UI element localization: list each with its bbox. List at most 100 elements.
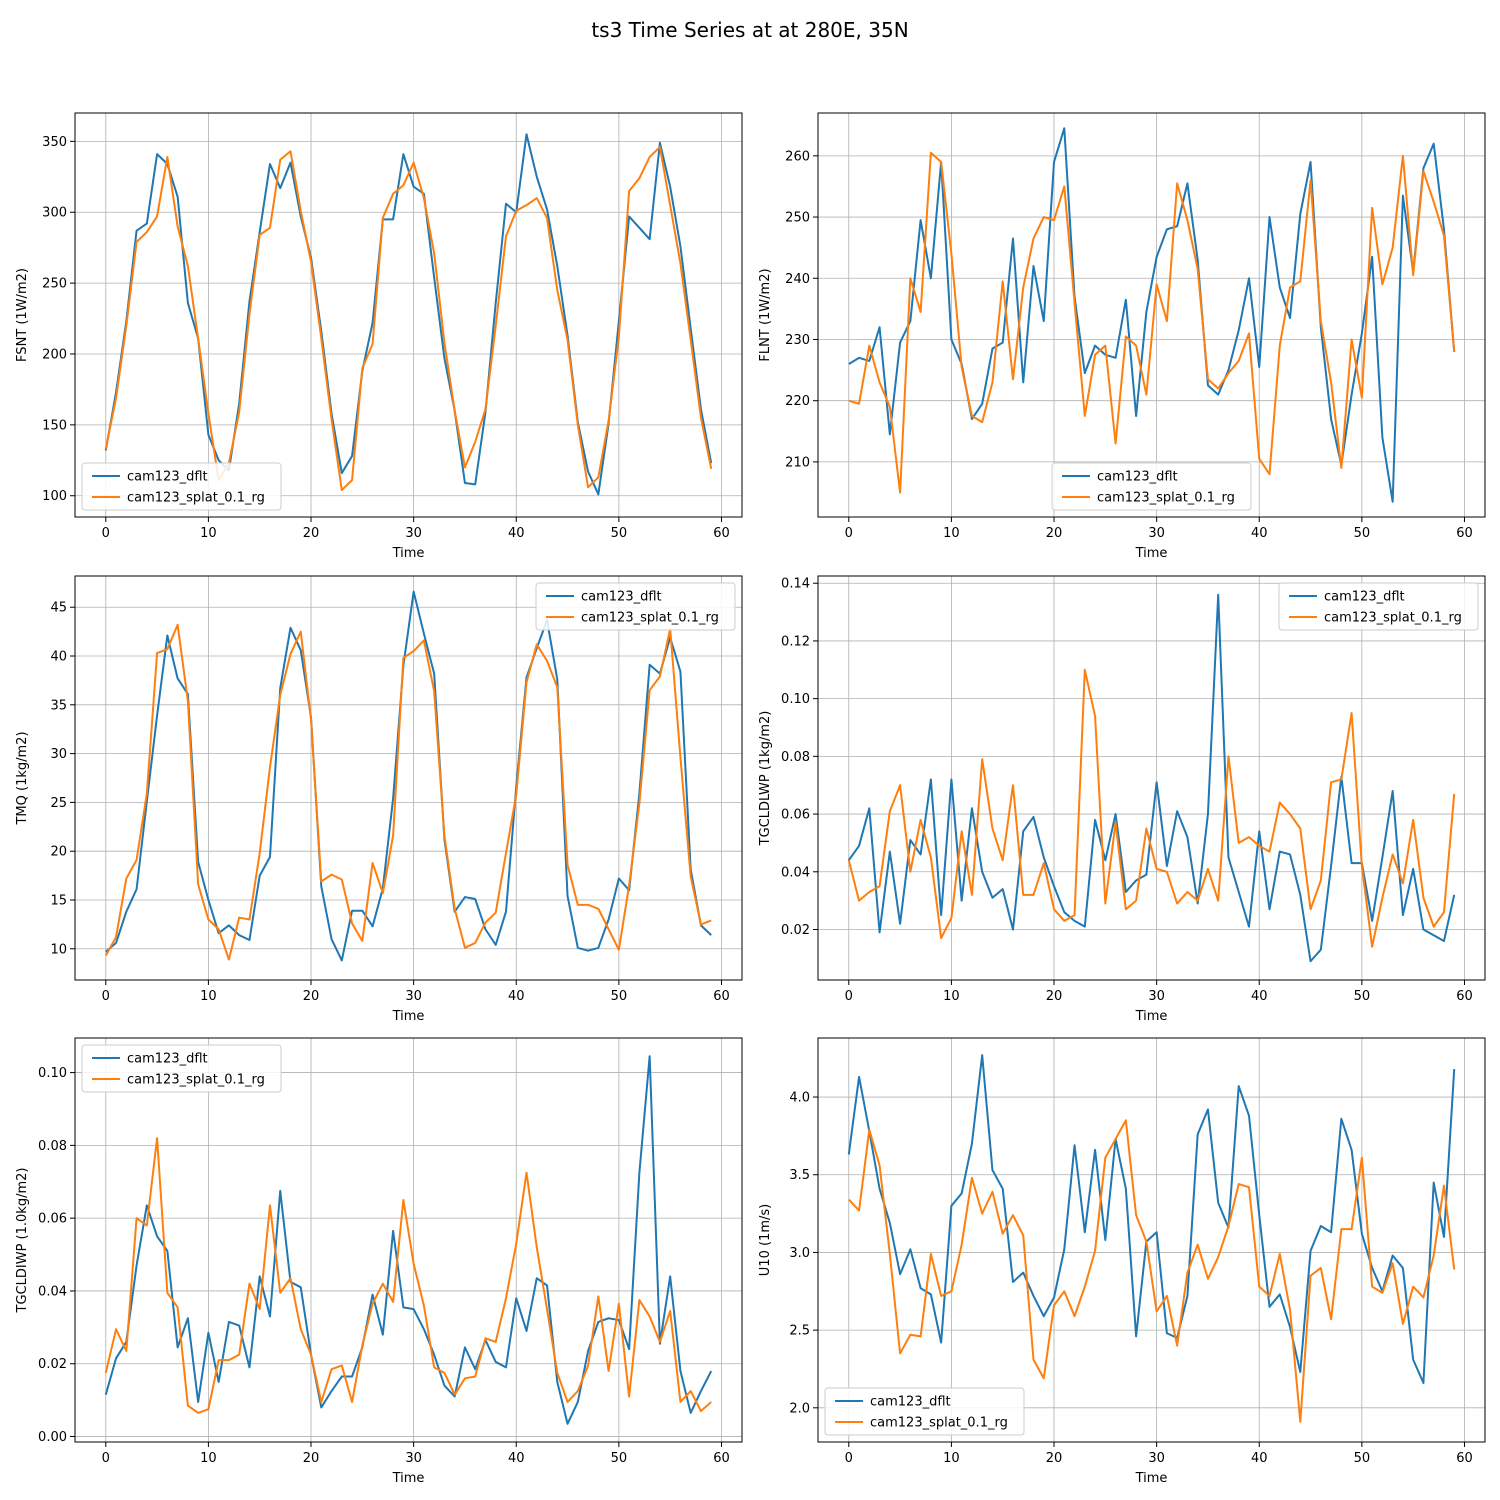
legend: cam123_dflt cam123_splat_0.1_rg [824,1387,1025,1436]
legend-label: cam123_splat_0.1_rg [1324,611,1462,626]
y-tick-label: 2.0 [789,1401,810,1416]
axes-frame [74,1037,743,1443]
y-tick-label: 300 [42,206,67,221]
series-line-splat [847,668,1456,948]
legend-label: cam123_dflt [581,590,662,605]
legend-box [535,582,736,631]
x-tick-label: 0 [102,1451,110,1466]
x-axis-label: Time [1135,1009,1168,1024]
x-tick-label: 60 [1456,1451,1473,1466]
series-line-dflt [848,127,1456,503]
x-tick-label: 20 [303,526,320,541]
legend-label: cam123_dflt [870,1395,951,1410]
x-tick-label: 30 [1148,526,1165,541]
x-tick-label: 10 [200,1451,217,1466]
axes-frame [74,112,743,518]
y-tick-label: 4.0 [789,1091,810,1106]
y-tick-label: 30 [50,747,67,762]
legend-box [1278,582,1479,631]
y-tick-label: 0.10 [781,692,810,707]
legend-box [824,1387,1025,1436]
x-tick-label: 30 [405,1451,422,1466]
y-tick-label: 0.14 [781,577,810,592]
x-tick-label: 60 [713,526,730,541]
y-tick-label: 0.08 [38,1139,67,1154]
series-line-dflt [104,1055,713,1425]
legend-label: cam123_splat_0.1_rg [127,491,265,506]
legend-label: cam123_dflt [1097,470,1178,485]
y-tick-label: 3.0 [789,1246,810,1261]
legend: cam123_dflt cam123_splat_0.1_rg [535,582,736,631]
x-tick-label: 10 [943,526,960,541]
x-tick-label: 10 [943,1451,960,1466]
x-tick-label: 10 [200,989,217,1004]
y-axis-label: FSNT (1W/m2) [15,268,30,362]
legend: cam123_dflt cam123_splat_0.1_rg [1051,462,1252,511]
x-tick-label: 10 [943,989,960,1004]
x-tick-label: 40 [1251,989,1268,1004]
y-axis-label: TGCLDLWP (1kg/m2) [758,711,773,847]
y-tick-label: 0.12 [781,634,810,649]
panel-tgcldlwp-2: 0 10 20 30 40 50 60 0.00 0.02 0.04 0.06 0.08 0.10 Tim… [15,1037,743,1486]
y-tick-label: 35 [50,698,67,713]
x-tick-label: 30 [1148,989,1165,1004]
x-tick-label: 40 [1251,1451,1268,1466]
axes-frame [74,575,743,981]
y-tick-label: 0.04 [38,1284,67,1299]
series-line-dflt [847,1054,1456,1384]
x-tick-label: 20 [1046,989,1063,1004]
y-tick-label: 350 [42,135,67,150]
x-tick-label: 40 [508,526,525,541]
y-tick-label: 150 [42,418,67,433]
panel-u10: 0 10 20 30 40 50 60 2.0 2.5 3.0 3.5 4.0 Time U10 (1m/… [758,1037,1486,1486]
x-tick-label: 50 [611,1451,628,1466]
y-tick-label: 0.02 [38,1357,67,1372]
series-line-splat [848,151,1456,494]
x-tick-label: 20 [303,989,320,1004]
legend-label: cam123_dflt [1324,590,1405,605]
panel-fsnt: 0 10 20 30 40 50 60 100 150 200 250 300 350 Time FSNT … [15,112,743,561]
x-tick-label: 50 [1354,989,1371,1004]
y-tick-label: 0.08 [781,750,810,765]
panel-tmq: 0 10 20 30 40 50 60 10 15 20 25 30 35 40 45 Time TMQ (1k… [15,575,743,1024]
x-tick-label: 50 [611,526,628,541]
legend: cam123_dflt cam123_splat_0.1_rg [81,462,282,511]
y-tick-label: 240 [785,272,810,287]
legend-label: cam123_splat_0.1_rg [581,611,719,626]
x-tick-label: 20 [1046,1451,1063,1466]
x-tick-label: 40 [508,989,525,1004]
axes-frame [817,575,1486,981]
series-line-splat [848,1119,1456,1423]
x-tick-label: 60 [713,1451,730,1466]
legend-label: cam123_splat_0.1_rg [127,1073,265,1088]
y-axis-label: TMQ (1kg/m2) [15,731,30,825]
series-line-splat [104,146,713,492]
y-tick-label: 40 [50,650,67,665]
legend-box [81,1044,282,1093]
x-tick-label: 40 [508,1451,525,1466]
x-axis-label: Time [392,1471,425,1486]
series-line-dflt [105,590,712,962]
y-tick-label: 20 [50,845,67,860]
series-line-splat [104,1137,712,1414]
x-tick-label: 50 [611,989,628,1004]
x-tick-label: 0 [102,989,110,1004]
x-tick-label: 60 [713,989,730,1004]
y-axis-label: U10 (1m/s) [758,1204,773,1276]
x-tick-label: 20 [303,1451,320,1466]
y-tick-label: 250 [785,211,810,226]
y-tick-label: 0.00 [38,1430,67,1445]
x-axis-label: Time [392,1009,425,1024]
figure-title: ts3 Time Series at at 280E, 35N [591,18,908,42]
y-tick-label: 0.04 [781,865,810,880]
y-axis-label: TGCLDIWP (1.0kg/m2) [15,1168,30,1314]
x-tick-label: 30 [405,989,422,1004]
y-tick-label: 210 [785,455,810,470]
y-axis-label: FLNT (1W/m2) [758,268,773,361]
x-tick-label: 50 [1354,526,1371,541]
y-tick-label: 0.06 [38,1212,67,1227]
y-tick-label: 3.5 [789,1168,810,1183]
y-tick-label: 0.02 [781,923,810,938]
x-tick-label: 60 [1456,989,1473,1004]
